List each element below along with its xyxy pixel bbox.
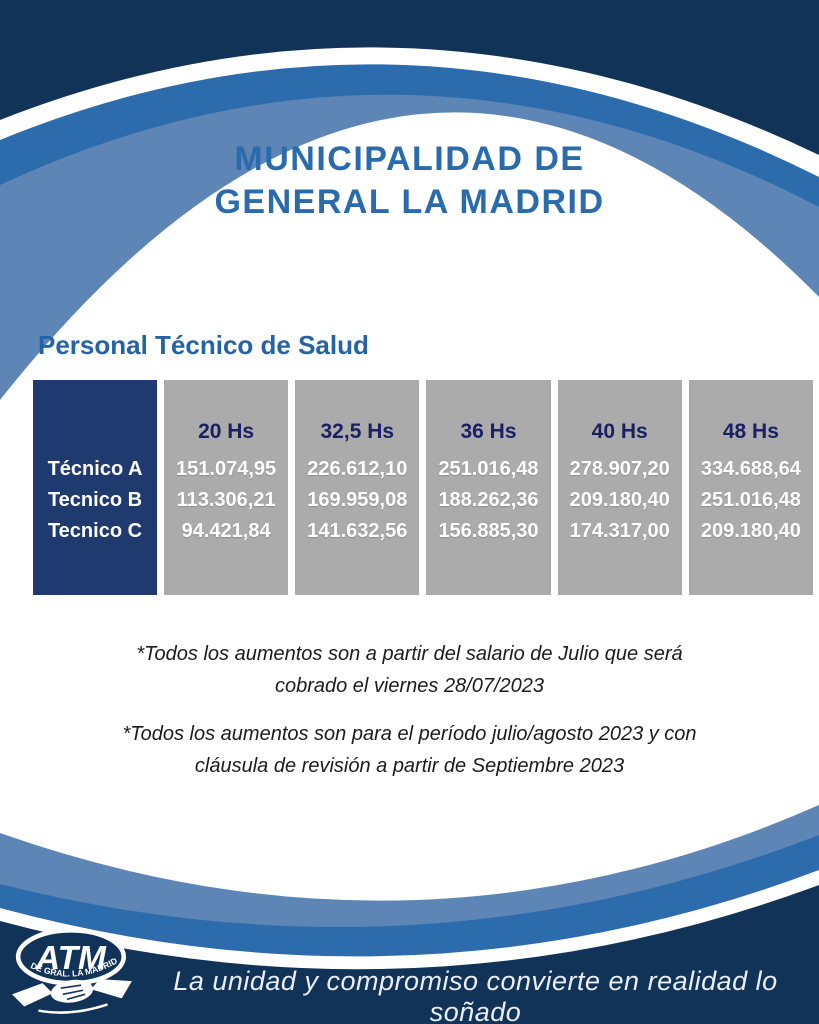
- page-title-line2: GENERAL LA MADRID: [214, 182, 605, 221]
- label-column-spacer: [33, 380, 157, 454]
- cell-c-48hs: 209.180,40: [700, 520, 801, 542]
- column-header-36hs: 36 Hs: [460, 420, 517, 443]
- top-arc-decoration: [0, 0, 819, 450]
- section-heading: Personal Técnico de Salud: [38, 330, 369, 360]
- note-salary-july-line2: cobrado el viernes 28/07/2023: [274, 675, 545, 697]
- row-label-tecnico-b: Tecnico B: [47, 489, 143, 511]
- bottom-navy-band: [0, 885, 819, 1024]
- atm-logo-acronym: ATM: [35, 940, 107, 977]
- footer-tagline: La unidad y compromiso convierte en real…: [173, 966, 778, 1024]
- table-column-36hs: 36 Hs 251.016,48 188.262,36 156.885,30: [426, 380, 551, 595]
- note-period-revision-line1: *Todos los aumentos son para el período …: [122, 723, 697, 745]
- handshake-icon: [12, 979, 132, 1014]
- note-period-revision-line2: cláusula de revisión a partir de Septiem…: [194, 755, 625, 777]
- cell-b-20hs: 113.306,21: [176, 489, 276, 511]
- column-header-32-5hs: 32,5 Hs: [320, 420, 395, 443]
- column-header-40hs: 40 Hs: [591, 420, 648, 443]
- page-title: MUNICIPALIDAD DE GENERAL LA MADRID: [0, 138, 819, 223]
- note-salary-july-line1: *Todos los aumentos son a partir del sal…: [136, 643, 683, 665]
- cell-c-36hs: 156.885,30: [438, 520, 539, 542]
- table-column-20hs: 20 Hs 151.074,95 113.306,21 94.421,84: [164, 380, 289, 595]
- cell-b-32-5hs: 169.959,08: [307, 489, 408, 511]
- table-column-48hs: 48 Hs 334.688,64 251.016,48 209.180,40: [688, 380, 813, 595]
- cell-a-40hs: 278.907,20: [569, 458, 670, 480]
- cell-c-32-5hs: 141.632,56: [307, 520, 408, 542]
- row-label-tecnico-a: Técnico A: [47, 458, 143, 480]
- salary-table: Técnico A Tecnico B Tecnico C 20 Hs 151.…: [33, 380, 813, 595]
- atm-logo: ATM DE GRAL. LA MADRID: [12, 928, 132, 1014]
- row-label-tecnico-c: Tecnico C: [47, 520, 143, 542]
- cell-b-48hs: 251.016,48: [700, 489, 801, 511]
- cell-a-36hs: 251.016,48: [438, 458, 539, 480]
- cell-a-32-5hs: 226.612,10: [307, 458, 408, 480]
- column-header-48hs: 48 Hs: [722, 420, 779, 443]
- cell-a-20hs: 151.074,95: [176, 458, 277, 480]
- bottom-arc-decoration: [0, 764, 819, 1024]
- cell-c-40hs: 174.317,00: [569, 520, 670, 542]
- column-header-20hs: 20 Hs: [198, 420, 255, 443]
- top-white-dome: [0, 112, 819, 450]
- cell-c-20hs: 94.421,84: [181, 520, 271, 542]
- table-column-32-5hs: 32,5 Hs 226.612,10 169.959,08 141.632,56: [295, 380, 420, 595]
- cell-b-40hs: 209.180,40: [569, 489, 670, 511]
- cell-a-48hs: 334.688,64: [700, 458, 801, 480]
- note-salary-july: *Todos los aumentos son a partir del sal…: [40, 638, 779, 702]
- page-title-line1: MUNICIPALIDAD DE: [234, 140, 585, 178]
- table-column-40hs: 40 Hs 278.907,20 209.180,40 174.317,00: [557, 380, 682, 595]
- table-label-column: Técnico A Tecnico B Tecnico C: [33, 380, 157, 595]
- cell-b-36hs: 188.262,36: [438, 489, 539, 511]
- note-period-revision: *Todos los aumentos son para el período …: [40, 718, 779, 782]
